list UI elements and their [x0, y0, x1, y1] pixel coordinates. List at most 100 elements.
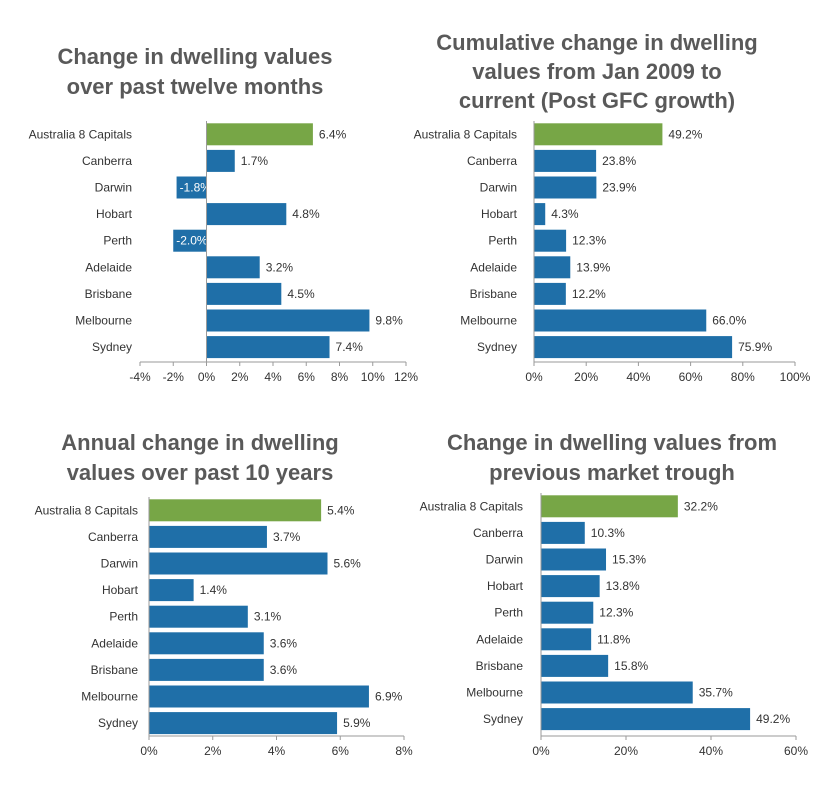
bar: [173, 229, 207, 252]
category-label: Canberra: [88, 530, 138, 544]
data-label: 23.9%: [602, 181, 636, 195]
category-label: Melbourne: [466, 686, 523, 700]
category-label: Hobart: [487, 579, 524, 593]
category-label: Sydney: [477, 340, 517, 354]
bar: [206, 203, 287, 226]
x-tick-label: 12%: [394, 370, 418, 384]
x-tick-label: 0%: [532, 744, 550, 758]
x-tick-label: 8%: [331, 370, 349, 384]
category-label: Adelaide: [470, 260, 517, 274]
data-label: 9.8%: [375, 314, 403, 328]
x-tick-label: -2%: [163, 370, 185, 384]
bar: [534, 123, 663, 146]
bar: [176, 176, 207, 199]
category-label: Australia 8 Capitals: [414, 127, 517, 141]
x-tick-label: 40%: [699, 744, 723, 758]
category-label: Sydney: [483, 712, 523, 726]
bar: [534, 336, 733, 359]
category-label: Melbourne: [75, 314, 132, 328]
category-label: Perth: [103, 234, 132, 248]
x-tick-label: 2%: [204, 744, 222, 758]
x-tick-label: 6%: [298, 370, 316, 384]
bar: [541, 708, 751, 731]
x-tick-label: 40%: [626, 370, 650, 384]
category-label: Darwin: [480, 181, 517, 195]
x-tick-label: 10%: [361, 370, 385, 384]
data-label: 4.8%: [292, 207, 320, 221]
x-tick-label: 20%: [614, 744, 638, 758]
bar: [206, 336, 330, 359]
data-label: 15.3%: [612, 553, 646, 567]
category-label: Sydney: [92, 340, 132, 354]
data-label: -2.0%: [176, 234, 208, 248]
data-label: 3.6%: [270, 636, 298, 650]
x-tick-label: 8%: [395, 744, 413, 758]
category-label: Australia 8 Capitals: [420, 499, 523, 513]
chart-title-line: over past twelve months: [67, 74, 324, 99]
data-label: 49.2%: [668, 127, 702, 141]
category-label: Hobart: [96, 207, 133, 221]
bar: [541, 681, 693, 704]
bar: [534, 203, 546, 226]
category-label: Darwin: [486, 553, 523, 567]
x-tick-label: -4%: [129, 370, 151, 384]
category-label: Perth: [488, 234, 517, 248]
chart-title-line: Change in dwelling values: [57, 44, 332, 69]
chart-3: Annual change in dwelling values over pas…: [35, 430, 413, 758]
x-tick-label: 0%: [525, 370, 543, 384]
bar: [534, 176, 597, 199]
bar: [149, 525, 267, 548]
bar: [534, 149, 597, 172]
bar: [541, 628, 592, 651]
bar: [149, 499, 322, 522]
category-label: Brisbane: [91, 663, 139, 677]
chart-title-line: Cumulative change in dwelling: [436, 30, 758, 55]
data-label: 66.0%: [712, 314, 746, 328]
chart-title-line: Change in dwelling values from: [447, 430, 777, 455]
data-label: 13.9%: [576, 260, 610, 274]
chart-2: Cumulative change in dwelling values from…: [414, 30, 811, 384]
category-label: Adelaide: [91, 636, 138, 650]
data-label: 4.5%: [287, 287, 315, 301]
x-tick-label: 4%: [268, 744, 286, 758]
bar: [149, 658, 264, 681]
data-label: 13.8%: [606, 579, 640, 593]
x-tick-label: 6%: [332, 744, 350, 758]
bar: [206, 256, 260, 279]
data-label: 35.7%: [699, 686, 733, 700]
data-label: 3.6%: [270, 663, 298, 677]
data-label: 5.4%: [327, 503, 355, 517]
category-label: Australia 8 Capitals: [35, 503, 138, 517]
category-label: Canberra: [467, 154, 517, 168]
data-label: 3.1%: [254, 610, 282, 624]
data-label: 6.4%: [319, 127, 347, 141]
data-label: 3.2%: [266, 260, 294, 274]
bar: [149, 552, 328, 575]
bar: [534, 256, 571, 279]
x-tick-label: 4%: [264, 370, 282, 384]
bar: [149, 579, 194, 602]
category-label: Melbourne: [81, 690, 138, 704]
bar: [206, 282, 282, 305]
x-tick-label: 60%: [784, 744, 808, 758]
data-label: 7.4%: [336, 340, 364, 354]
x-tick-label: 80%: [731, 370, 755, 384]
data-label: 49.2%: [756, 712, 790, 726]
chart-1: Change in dwelling values over past twelv…: [29, 44, 419, 384]
data-label: 75.9%: [738, 340, 772, 354]
category-label: Adelaide: [476, 632, 523, 646]
x-tick-label: 20%: [574, 370, 598, 384]
data-label: 10.3%: [591, 526, 625, 540]
chart-4: Change in dwelling values from previous m…: [420, 430, 809, 758]
x-tick-label: 0%: [198, 370, 216, 384]
bar: [541, 495, 678, 518]
bar: [149, 712, 338, 735]
category-label: Brisbane: [476, 659, 524, 673]
chart-title-line: current (Post GFC growth): [459, 88, 735, 113]
data-label: 5.6%: [334, 557, 362, 571]
category-label: Brisbane: [85, 287, 133, 301]
bar: [206, 309, 370, 332]
data-label: -1.8%: [180, 181, 212, 195]
bar: [149, 685, 369, 708]
category-label: Australia 8 Capitals: [29, 127, 132, 141]
